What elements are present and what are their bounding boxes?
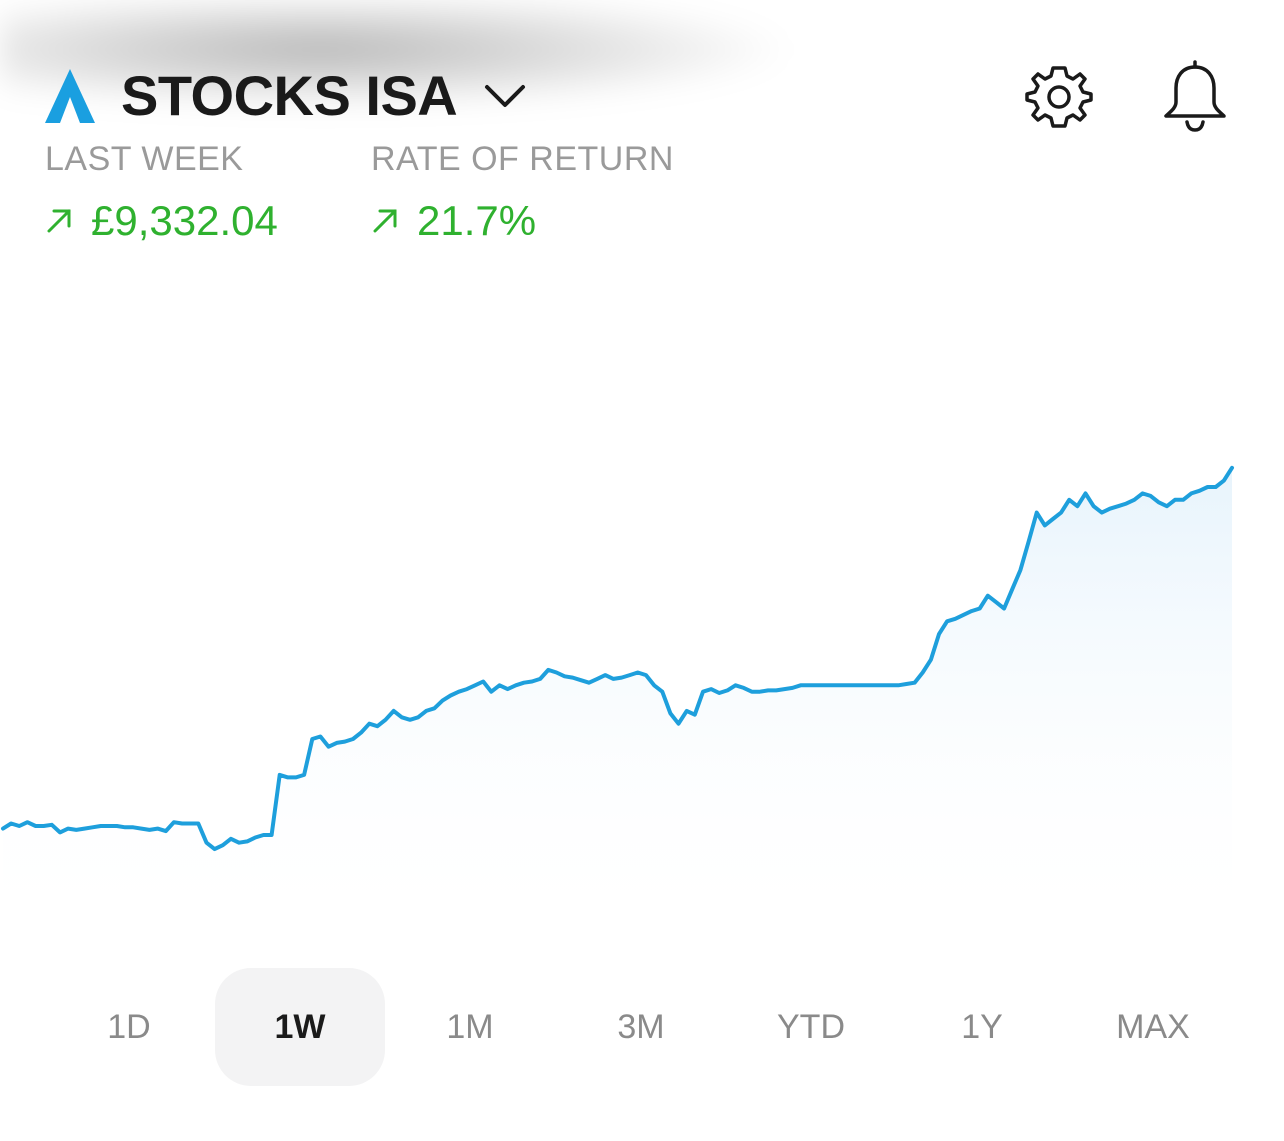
range-1y[interactable]: 1Y	[961, 1007, 1003, 1046]
stat-label: RATE OF RETURN	[371, 140, 674, 178]
gear-icon[interactable]	[1024, 62, 1094, 132]
range-ytd[interactable]: YTD	[777, 1007, 845, 1046]
range-1d[interactable]: 1D	[107, 1007, 151, 1046]
stat-value: 21.7%	[371, 198, 674, 244]
chart-area-fill	[3, 467, 1232, 940]
range-1m[interactable]: 1M	[446, 1007, 494, 1046]
stats-row: LAST WEEK £9,332.04 RATE OF RETURN 21.7%	[45, 140, 745, 250]
stat-value-text: 21.7%	[417, 197, 537, 244]
time-range-selector: 1D 1W 1M 3M YTD 1Y MAX	[0, 968, 1284, 1088]
range-max[interactable]: MAX	[1116, 1007, 1190, 1046]
stat-label: LAST WEEK	[45, 140, 244, 178]
stat-value: £9,332.04	[45, 198, 278, 244]
blurred-background	[0, 0, 800, 110]
chart-series-line	[1, 465, 1234, 852]
account-title[interactable]: STOCKS ISA	[121, 64, 458, 127]
stat-last-week: LAST WEEK £9,332.04	[45, 140, 278, 244]
chevron-down-icon[interactable]	[483, 81, 527, 111]
arrow-up-right-icon	[373, 209, 397, 233]
account-header: STOCKS ISA	[45, 64, 527, 128]
range-3m[interactable]: 3M	[617, 1007, 665, 1046]
stat-value-text: £9,332.04	[91, 197, 278, 244]
bell-icon[interactable]	[1160, 58, 1230, 134]
arrow-up-right-icon	[47, 209, 71, 233]
stat-rate-of-return: RATE OF RETURN 21.7%	[371, 140, 674, 244]
performance-chart[interactable]	[0, 300, 1284, 940]
chevron-up-logo	[45, 69, 95, 123]
range-1w[interactable]: 1W	[215, 968, 385, 1086]
